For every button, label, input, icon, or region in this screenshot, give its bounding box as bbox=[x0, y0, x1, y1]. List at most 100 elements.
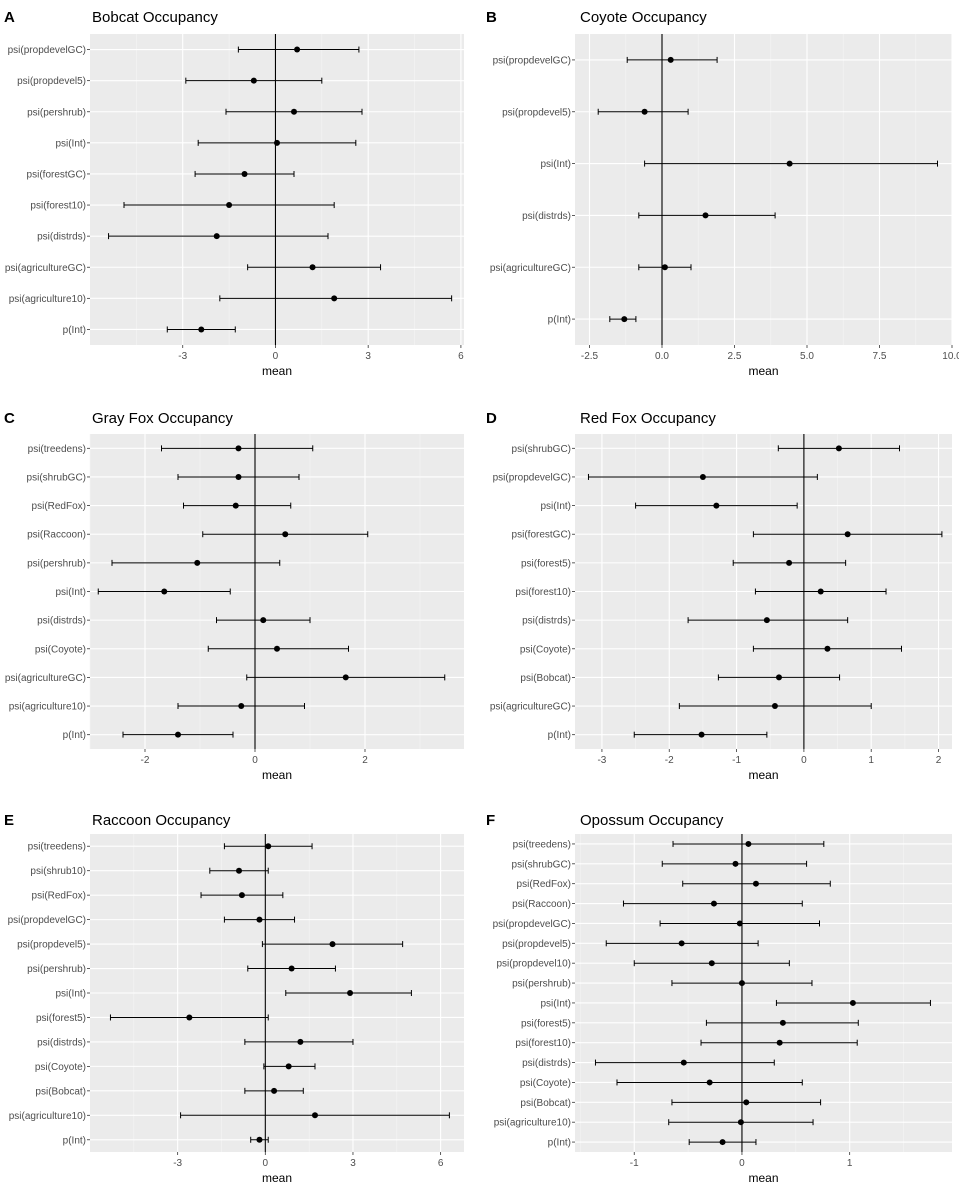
panel-f-ytick-label: psi(RedFox) bbox=[517, 879, 571, 890]
panel-e-xlabel: mean bbox=[262, 1171, 292, 1185]
panel-e-mean-point bbox=[347, 990, 354, 996]
panel-d-ytick-label: psi(forestGC) bbox=[512, 530, 571, 541]
panel-a-ytick-label: psi(forest10) bbox=[30, 201, 86, 212]
panel-a-ytick-label: psi(agriculture10) bbox=[9, 294, 86, 305]
panel-f-ytick-label: psi(forest10) bbox=[515, 1038, 571, 1049]
panel-a-mean-point bbox=[274, 139, 280, 146]
panel-f-mean-point bbox=[849, 999, 856, 1006]
panel-a-mean-point bbox=[226, 202, 233, 209]
panel-a-mean-point bbox=[331, 295, 338, 302]
panel-b-ytick-label: psi(propdevelGC) bbox=[493, 55, 571, 66]
panel-b-mean-point bbox=[661, 264, 668, 271]
panel-f-ytick-label: p(Int) bbox=[548, 1138, 571, 1149]
panel-d-ytick-label: psi(forest5) bbox=[521, 558, 571, 569]
panel-e-mean-point bbox=[329, 941, 336, 948]
panel-c-xlabel: mean bbox=[262, 768, 292, 782]
panel-a-ytick-label: psi(pershrub) bbox=[27, 107, 86, 118]
panel-d-mean-point bbox=[699, 473, 706, 480]
panel-d-mean-point bbox=[763, 617, 770, 624]
panel-e-mean-point bbox=[186, 1014, 193, 1021]
panel-b-letter: B bbox=[486, 9, 497, 26]
panel-d-xtick-label: -3 bbox=[597, 755, 606, 766]
panel-b-ytick-label: psi(propdevel5) bbox=[502, 107, 571, 118]
panel-b-plot-area bbox=[575, 34, 952, 345]
panel-c-mean-point bbox=[194, 559, 201, 566]
panel-d-mean-point bbox=[824, 645, 831, 652]
panel-b-xtick-label: -2.5 bbox=[581, 351, 599, 362]
panel-c-mean-point bbox=[235, 473, 242, 480]
panel-f-mean-point bbox=[732, 860, 739, 867]
panel-f-mean-point bbox=[736, 920, 743, 927]
panel-b-xlabel: mean bbox=[748, 364, 778, 378]
panel-e-xtick-label: -3 bbox=[173, 1158, 182, 1169]
panel-f-ytick-label: psi(forest5) bbox=[521, 1018, 571, 1029]
panel-f-plot-area bbox=[575, 834, 952, 1152]
panel-f-ytick-label: psi(Int) bbox=[540, 998, 571, 1009]
panel-c-ytick-label: p(Int) bbox=[63, 730, 86, 741]
panel-f-mean-point bbox=[738, 980, 745, 987]
panel-d-xlabel: mean bbox=[748, 768, 778, 782]
panel-a-xtick-label: 6 bbox=[458, 351, 464, 362]
panel-b-xtick-label: 0.0 bbox=[655, 351, 669, 362]
panel-d-xtick-label: 2 bbox=[936, 755, 942, 766]
panel-e-ytick-label: psi(treedens) bbox=[28, 842, 86, 853]
panel-c-ytick-label: psi(Int) bbox=[55, 587, 86, 598]
panel-d-ytick-label: psi(Int) bbox=[540, 501, 571, 512]
panel-f-mean-point bbox=[737, 1119, 744, 1126]
panel-e-ytick-label: psi(Coyote) bbox=[35, 1062, 86, 1073]
panel-f-ytick-label: psi(propdevel10) bbox=[497, 959, 572, 970]
panel-e-ytick-label: psi(forest5) bbox=[36, 1013, 86, 1024]
panel-c-mean-point bbox=[342, 674, 349, 681]
panel-c-mean-point bbox=[232, 502, 239, 509]
panel-b-mean-point bbox=[786, 160, 793, 167]
panel-f-xtick-label: -1 bbox=[630, 1158, 639, 1169]
panel-e-ytick-label: psi(propdevelGC) bbox=[8, 915, 86, 926]
panel-d-mean-point bbox=[713, 502, 720, 509]
panel-f-ytick-label: psi(shrubGC) bbox=[512, 859, 571, 870]
panel-f-mean-point bbox=[706, 1079, 713, 1086]
panel-e-letter: E bbox=[4, 812, 14, 829]
panel-c-mean-point bbox=[260, 617, 267, 624]
panel-a-ytick-label: psi(Int) bbox=[55, 138, 86, 149]
panel-f-xtick-label: 1 bbox=[847, 1158, 853, 1169]
panel-d-ytick-label: psi(propdevelGC) bbox=[493, 472, 571, 483]
panel-c-ytick-label: psi(agricultureGC) bbox=[5, 673, 86, 684]
panel-f-ytick-label: psi(distrds) bbox=[522, 1058, 571, 1069]
panel-f-ytick-label: psi(propdevelGC) bbox=[493, 919, 571, 930]
panel-f-mean-point bbox=[710, 900, 717, 907]
panel-b-mean-point bbox=[621, 316, 628, 323]
panel-a-mean-point bbox=[250, 77, 257, 84]
panel-a-letter: A bbox=[4, 9, 15, 26]
panel-f-ytick-label: psi(Raccoon) bbox=[512, 899, 571, 910]
panel-f-mean-point bbox=[719, 1139, 726, 1146]
panel-c-mean-point bbox=[282, 531, 289, 538]
panel-d-mean-point bbox=[844, 531, 851, 538]
panel-e-ytick-label: psi(agriculture10) bbox=[9, 1111, 86, 1122]
panel-c: C Gray Fox Occupancy psi(treedens) psi(shru… bbox=[4, 410, 464, 782]
panel-e-ytick-label: psi(propdevel5) bbox=[17, 940, 86, 951]
panel-d-mean-point bbox=[775, 674, 782, 681]
panel-e-title: Raccoon Occupancy bbox=[92, 812, 231, 829]
panel-a-ytick-label: psi(forestGC) bbox=[27, 169, 86, 180]
panel-c-ytick-label: psi(Raccoon) bbox=[27, 530, 86, 541]
panel-e-mean-point bbox=[288, 965, 295, 972]
panel-e-mean-point bbox=[265, 843, 272, 850]
panel-e-mean-point bbox=[297, 1038, 304, 1045]
panel-a-mean-point bbox=[309, 264, 316, 271]
panel-e-ytick-label: psi(shrub10) bbox=[30, 866, 86, 877]
panel-f-ytick-label: psi(pershrub) bbox=[512, 979, 571, 990]
panel-c-mean-point bbox=[175, 731, 181, 738]
panel-d-ytick-label: psi(agricultureGC) bbox=[490, 702, 571, 713]
panel-f-mean-point bbox=[752, 880, 759, 887]
panel-c-mean-point bbox=[274, 645, 280, 652]
panel-b-ytick-label: psi(distrds) bbox=[522, 211, 571, 222]
panel-c-ytick-label: psi(treedens) bbox=[28, 444, 86, 455]
panel-d-mean-point bbox=[817, 588, 824, 595]
panel-b-ytick-label: psi(agricultureGC) bbox=[490, 263, 571, 274]
panel-e-ytick-label: psi(distrds) bbox=[37, 1037, 86, 1048]
panel-a-ytick-label: psi(propdevel5) bbox=[17, 76, 86, 87]
panel-d-ytick-label: p(Int) bbox=[548, 730, 571, 741]
panel-f-mean-point bbox=[779, 1019, 786, 1026]
panel-d-mean-point bbox=[698, 731, 705, 738]
